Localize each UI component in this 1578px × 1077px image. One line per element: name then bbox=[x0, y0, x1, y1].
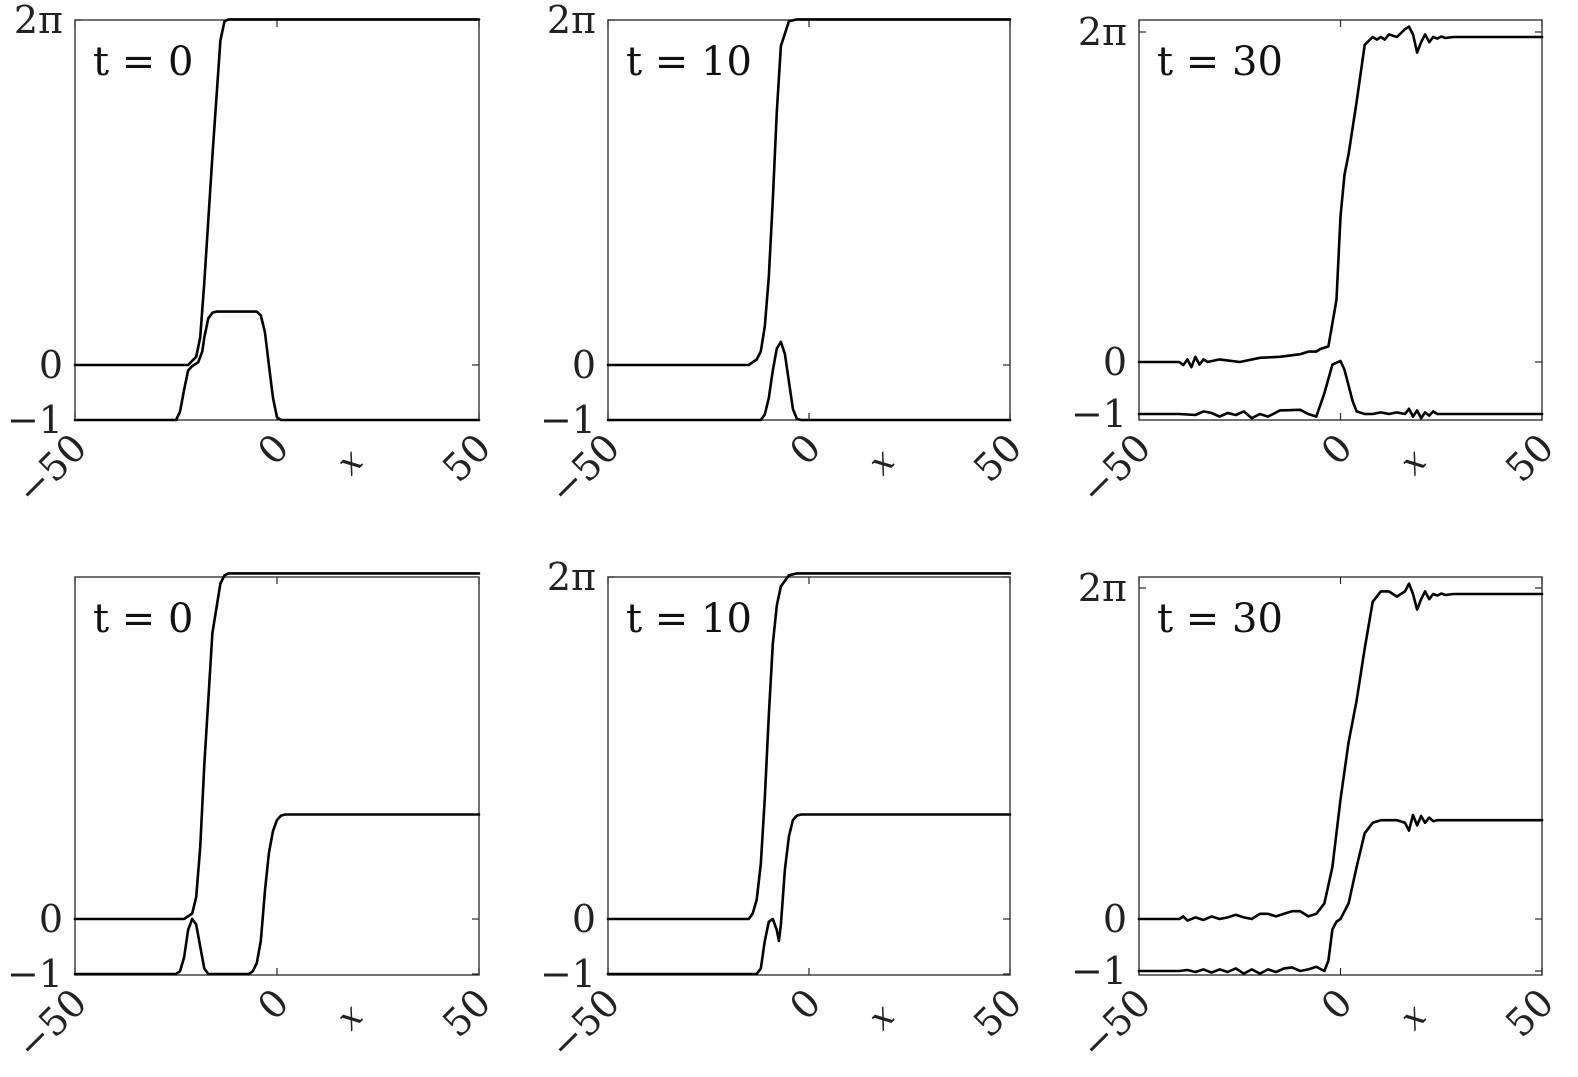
x-tick-label: 0 bbox=[249, 425, 297, 473]
upper-curve bbox=[606, 572, 1012, 921]
y-tick-label: −1 bbox=[7, 398, 63, 442]
x-axis-label: x bbox=[861, 441, 903, 483]
y-tick-label: 2π bbox=[14, 0, 63, 42]
y-tick-label: −1 bbox=[7, 952, 63, 996]
time-annotation: t = 30 bbox=[1157, 596, 1283, 642]
x-axis-label: x bbox=[1392, 441, 1434, 483]
y-tick-label: 2π bbox=[1078, 10, 1127, 54]
chart-panel: 2π 0 −1−50 0 50 x t = 30 bbox=[1071, 566, 1562, 1068]
upper-curve bbox=[606, 18, 1012, 367]
y-tick-label: 2π bbox=[1078, 566, 1127, 610]
upper-curve bbox=[73, 18, 481, 367]
y-tick-label: 0 bbox=[572, 897, 596, 941]
x-tick-label: 50 bbox=[434, 980, 499, 1045]
y-tick-label: 2π bbox=[547, 555, 596, 599]
x-axis-label: x bbox=[1392, 996, 1434, 1038]
x-axis-label: x bbox=[329, 996, 371, 1038]
lower-curve bbox=[73, 813, 481, 976]
y-tick-label: −1 bbox=[1071, 949, 1127, 993]
x-tick-label: 0 bbox=[781, 980, 829, 1028]
y-tick-label: 0 bbox=[1103, 340, 1127, 384]
x-tick-label: 50 bbox=[1497, 425, 1562, 490]
y-tick-label: 0 bbox=[39, 897, 63, 941]
x-tick-label: 50 bbox=[965, 425, 1030, 490]
time-annotation: t = 0 bbox=[93, 596, 193, 642]
lower-curve bbox=[606, 340, 1012, 422]
upper-curve bbox=[73, 572, 481, 921]
y-tick-label: 2π bbox=[547, 0, 596, 42]
lower-curve bbox=[606, 813, 1012, 976]
y-tick-label: −1 bbox=[540, 398, 596, 442]
y-tick-label: −1 bbox=[1071, 392, 1127, 436]
time-annotation: t = 30 bbox=[1157, 39, 1283, 85]
x-tick-label: 0 bbox=[249, 980, 297, 1028]
lower-curve bbox=[73, 310, 481, 422]
x-tick-label: 0 bbox=[781, 425, 829, 473]
y-tick-label: −1 bbox=[540, 952, 596, 996]
chart-panel: 2π 0 −1−50 0 50 x t = 30 bbox=[1071, 10, 1562, 513]
time-annotation: t = 10 bbox=[626, 39, 752, 85]
x-tick-label: −50 bbox=[1072, 980, 1160, 1068]
x-tick-label: 0 bbox=[1313, 980, 1361, 1028]
upper-curve bbox=[1137, 25, 1544, 369]
x-tick-label: −50 bbox=[1072, 425, 1160, 513]
y-tick-label: 0 bbox=[1103, 897, 1127, 941]
y-tick-label: 0 bbox=[572, 343, 596, 387]
time-annotation: t = 0 bbox=[93, 39, 193, 85]
x-axis-label: x bbox=[861, 996, 903, 1038]
lower-curve bbox=[1137, 813, 1544, 975]
x-tick-label: 0 bbox=[1313, 425, 1361, 473]
x-axis-label: x bbox=[329, 441, 371, 483]
x-tick-label: 50 bbox=[1497, 980, 1562, 1045]
x-tick-label: 50 bbox=[965, 980, 1030, 1045]
upper-curve bbox=[1137, 582, 1544, 922]
time-annotation: t = 10 bbox=[626, 596, 752, 642]
x-tick-label: 50 bbox=[434, 425, 499, 490]
lower-curve bbox=[1137, 359, 1544, 420]
y-tick-label: 0 bbox=[39, 343, 63, 387]
